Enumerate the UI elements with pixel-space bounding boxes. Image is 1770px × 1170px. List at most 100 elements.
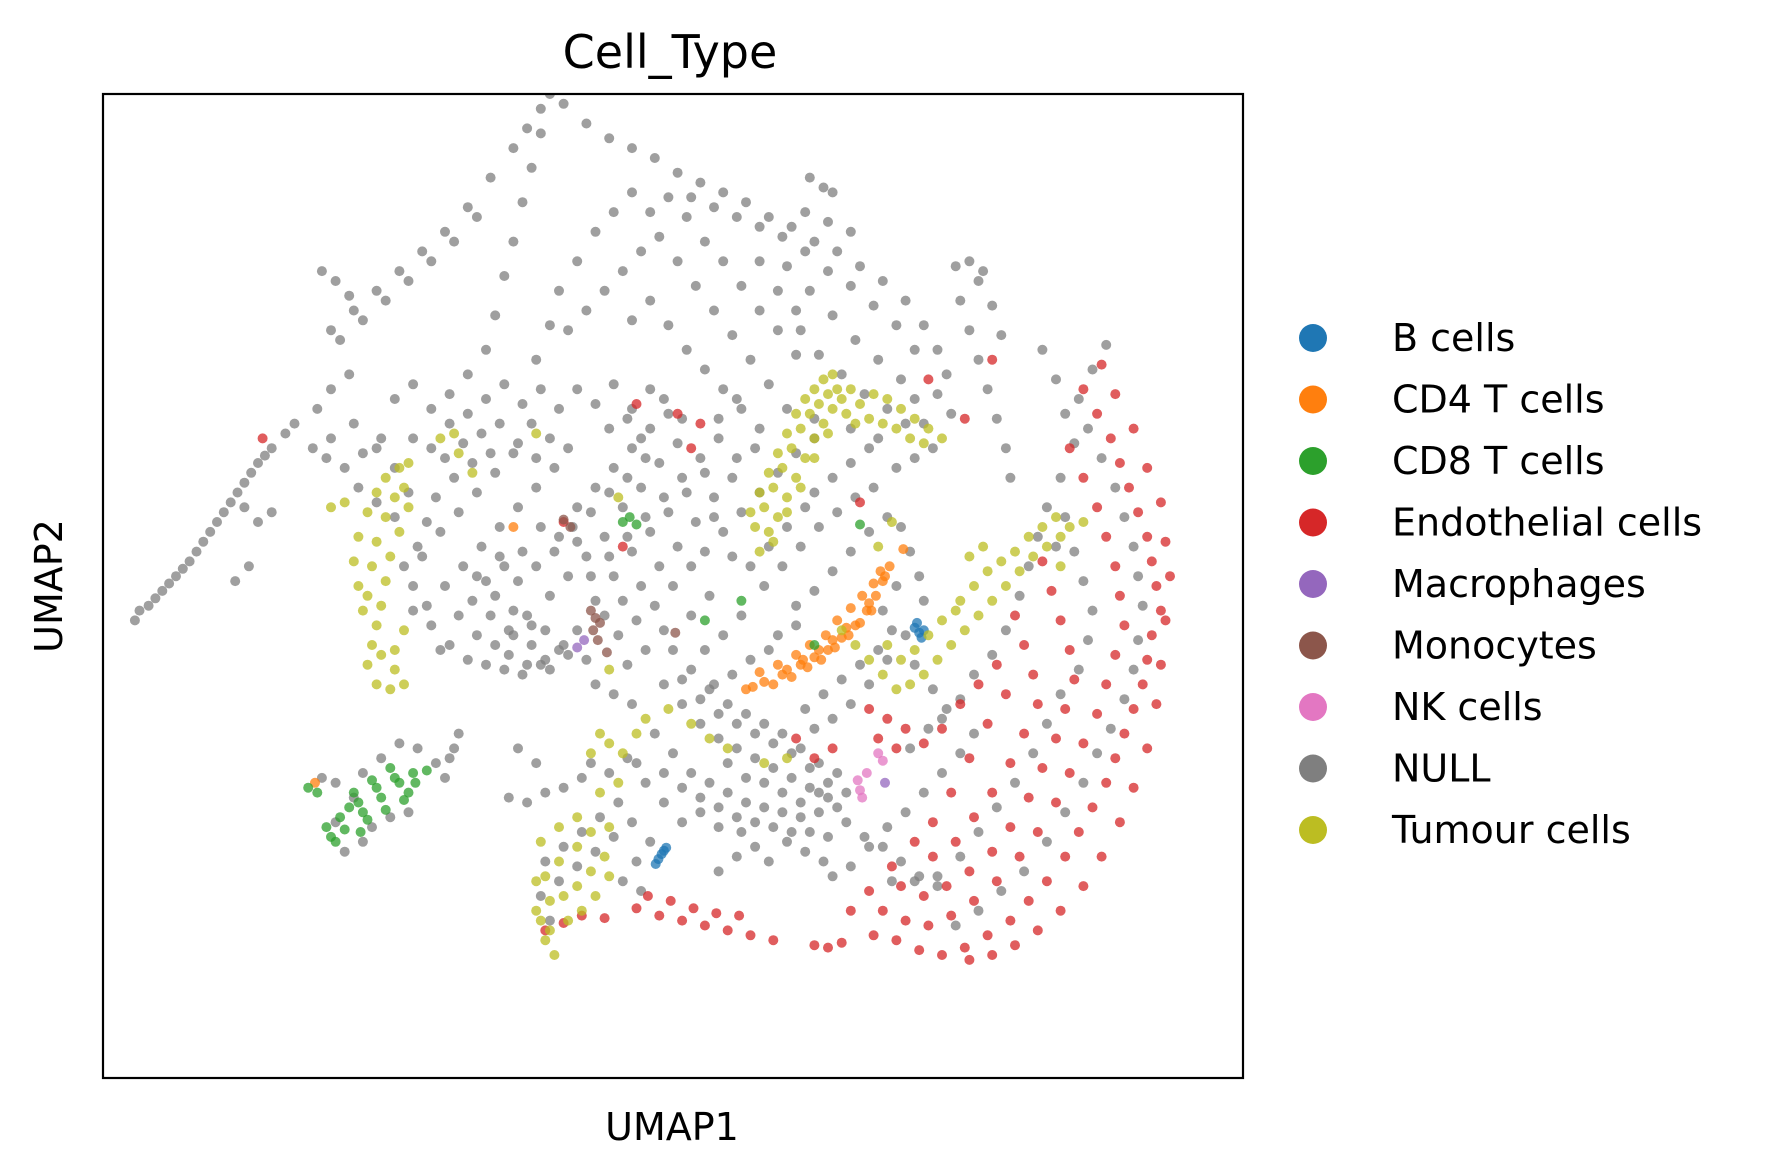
series-cd8-t-cells <box>303 512 865 847</box>
point-endothelial-cells <box>1101 777 1112 788</box>
point-null <box>1087 364 1098 375</box>
point-endothelial-cells <box>1046 585 1057 596</box>
legend-label: Macrophages <box>1392 562 1646 606</box>
point-null <box>955 295 966 306</box>
point-tumour-cells <box>946 640 957 650</box>
point-tumour-cells <box>891 423 902 434</box>
point-null <box>731 851 742 862</box>
point-null <box>1060 512 1071 523</box>
point-endothelial-cells <box>1165 571 1175 582</box>
point-tumour-cells <box>403 502 414 513</box>
point-null <box>782 403 792 414</box>
point-null <box>266 443 277 454</box>
point-endothelial-cells <box>699 920 710 931</box>
point-nk-cells <box>861 768 872 778</box>
point-null <box>864 443 875 454</box>
point-tumour-cells <box>937 615 947 626</box>
point-null <box>763 645 774 655</box>
point-null <box>590 595 601 606</box>
point-null <box>627 817 637 828</box>
point-null <box>649 153 660 163</box>
point-null <box>1128 664 1139 675</box>
point-null <box>321 453 332 464</box>
point-endothelial-cells <box>891 935 902 946</box>
point-null <box>481 394 491 404</box>
point-null <box>864 526 875 537</box>
point-null <box>973 905 984 916</box>
legend-item-null: NULL <box>1299 747 1491 791</box>
legend-marker <box>1299 693 1327 721</box>
point-null <box>289 418 300 429</box>
point-null <box>540 654 551 665</box>
point-null <box>640 645 651 655</box>
point-tumour-cells <box>1055 531 1066 542</box>
legend-marker <box>1299 816 1327 844</box>
point-null <box>932 389 943 400</box>
point-tumour-cells <box>777 462 788 473</box>
point-tumour-cells <box>1055 561 1066 572</box>
point-endothelial-cells <box>991 659 1002 670</box>
point-null <box>950 261 961 272</box>
point-null <box>786 221 797 232</box>
point-null <box>704 590 715 601</box>
point-tumour-cells <box>531 905 542 916</box>
legend-item-tumour-cells: Tumour cells <box>1299 808 1631 852</box>
point-endothelial-cells <box>836 937 847 948</box>
point-endothelial-cells <box>1051 797 1061 808</box>
point-cd8-t-cells <box>809 640 820 650</box>
point-null <box>668 748 678 759</box>
point-null <box>645 526 656 537</box>
point-null <box>909 394 920 404</box>
point-null <box>1014 590 1025 601</box>
point-null <box>508 448 519 459</box>
point-null <box>544 320 555 331</box>
point-tumour-cells <box>782 753 792 764</box>
point-tumour-cells <box>535 836 546 847</box>
point-tumour-cells <box>918 438 929 449</box>
point-null <box>718 630 729 641</box>
point-null <box>950 920 961 931</box>
point-null <box>590 226 601 237</box>
point-null <box>513 502 523 513</box>
point-tumour-cells <box>595 787 605 798</box>
point-endothelial-cells <box>1128 782 1139 793</box>
point-null <box>585 758 596 769</box>
point-tumour-cells <box>950 605 961 616</box>
point-cd8-t-cells <box>699 615 710 626</box>
point-cd4-t-cells <box>845 603 856 614</box>
point-null <box>526 640 537 650</box>
point-null <box>531 354 542 365</box>
point-cd8-t-cells <box>385 763 396 773</box>
point-null <box>499 271 510 281</box>
point-null <box>873 354 884 365</box>
point-cd8-t-cells <box>410 777 421 788</box>
point-endothelial-cells <box>745 930 756 941</box>
point-null <box>759 718 770 729</box>
point-null <box>677 699 688 710</box>
point-tumour-cells <box>754 487 765 498</box>
point-null <box>380 295 391 306</box>
point-null <box>1041 502 1052 513</box>
point-null <box>640 512 651 523</box>
point-null <box>782 261 792 272</box>
point-endothelial-cells <box>1160 536 1171 547</box>
point-null <box>636 482 647 493</box>
point-cd4-t-cells <box>832 615 843 626</box>
point-endothelial-cells <box>877 905 888 916</box>
series-nk-cells <box>852 748 888 803</box>
point-null <box>996 330 1007 341</box>
point-endothelial-cells <box>909 836 920 847</box>
point-null <box>645 207 656 218</box>
point-null <box>718 187 729 198</box>
point-null <box>243 561 254 572</box>
point-null <box>513 438 523 449</box>
point-null <box>823 266 833 277</box>
point-null <box>535 891 546 901</box>
point-null <box>232 487 243 498</box>
point-null <box>1069 546 1080 557</box>
point-null <box>827 187 838 198</box>
point-null <box>426 403 437 414</box>
point-null <box>1137 600 1148 611</box>
point-null <box>526 620 537 631</box>
